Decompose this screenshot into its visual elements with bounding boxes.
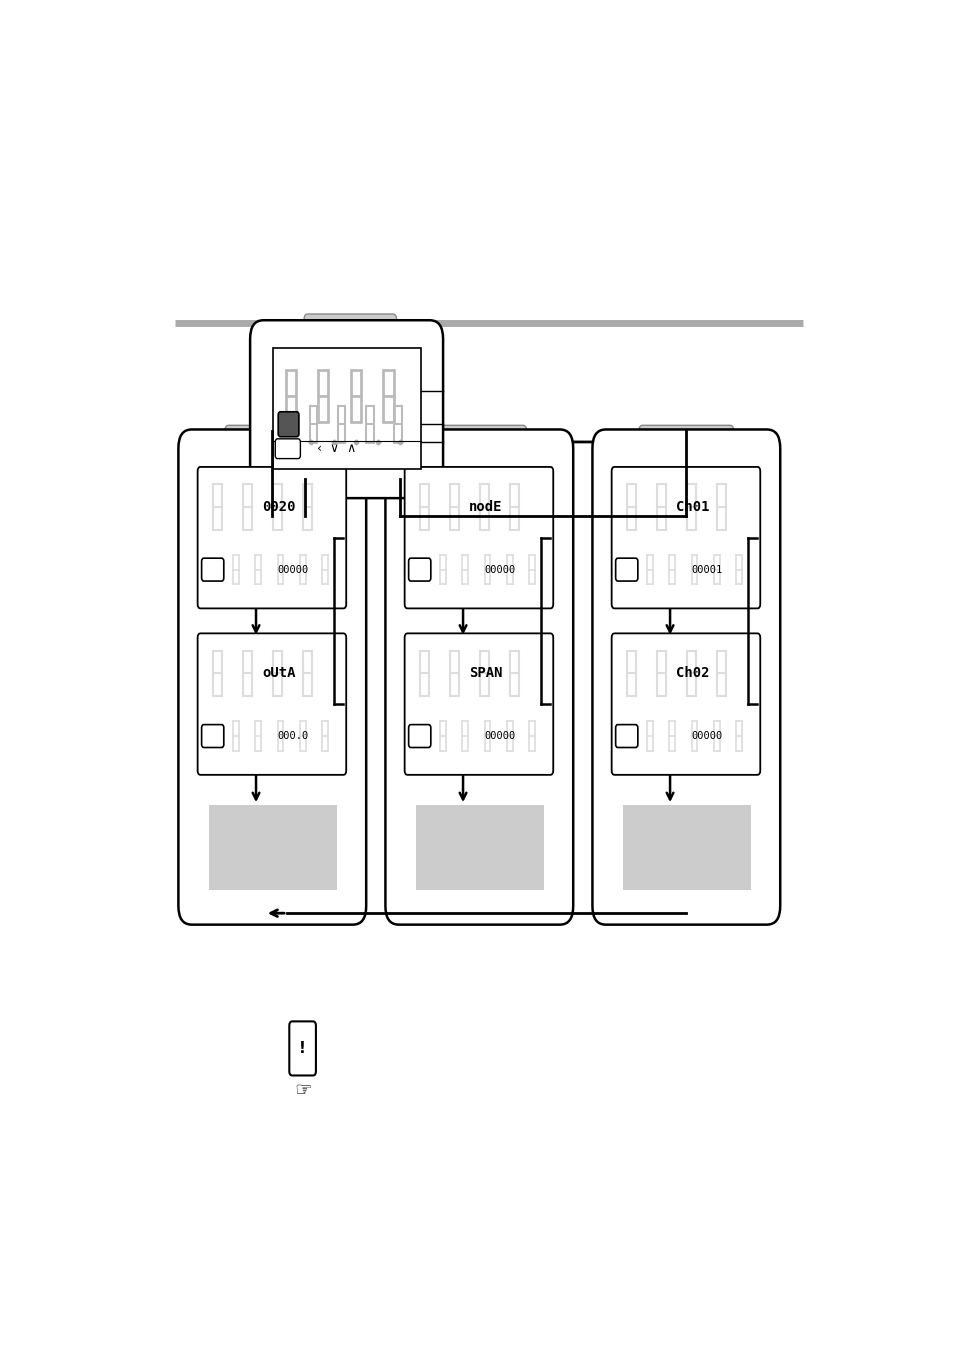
Text: 0020: 0020: [262, 500, 295, 513]
Text: 00000: 00000: [484, 731, 516, 742]
Text: 00000: 00000: [277, 565, 309, 574]
Text: 00001: 00001: [691, 565, 722, 574]
FancyBboxPatch shape: [611, 467, 760, 608]
FancyBboxPatch shape: [275, 439, 300, 458]
FancyBboxPatch shape: [385, 430, 573, 924]
FancyBboxPatch shape: [201, 724, 224, 747]
FancyBboxPatch shape: [592, 430, 780, 924]
FancyBboxPatch shape: [197, 467, 346, 608]
FancyBboxPatch shape: [250, 320, 442, 499]
Text: ☞: ☞: [294, 1081, 311, 1100]
FancyBboxPatch shape: [639, 426, 733, 458]
FancyBboxPatch shape: [304, 313, 396, 350]
Bar: [416, 805, 543, 890]
Bar: [210, 805, 336, 890]
FancyBboxPatch shape: [178, 430, 366, 924]
Text: SPAN: SPAN: [469, 666, 502, 681]
Text: 00000: 00000: [691, 731, 722, 742]
Text: 00000: 00000: [484, 565, 516, 574]
FancyBboxPatch shape: [408, 558, 431, 581]
FancyBboxPatch shape: [278, 412, 298, 436]
Text: ‹  ∨  ∧: ‹ ∨ ∧: [317, 442, 356, 455]
Text: oUtA: oUtA: [262, 666, 295, 681]
Bar: [273, 349, 420, 469]
FancyBboxPatch shape: [197, 634, 346, 775]
FancyBboxPatch shape: [404, 634, 553, 775]
FancyBboxPatch shape: [615, 558, 638, 581]
Text: !: !: [299, 1040, 306, 1056]
FancyBboxPatch shape: [225, 426, 319, 458]
Text: Ch02: Ch02: [676, 666, 709, 681]
Text: 000.0: 000.0: [277, 731, 309, 742]
FancyBboxPatch shape: [615, 724, 638, 747]
Text: nodE: nodE: [469, 500, 502, 513]
Bar: [623, 805, 750, 890]
Text: Ch01: Ch01: [676, 500, 709, 513]
FancyBboxPatch shape: [408, 724, 431, 747]
FancyBboxPatch shape: [201, 558, 224, 581]
FancyBboxPatch shape: [611, 634, 760, 775]
FancyBboxPatch shape: [432, 426, 526, 458]
FancyBboxPatch shape: [289, 1021, 315, 1075]
FancyBboxPatch shape: [404, 467, 553, 608]
